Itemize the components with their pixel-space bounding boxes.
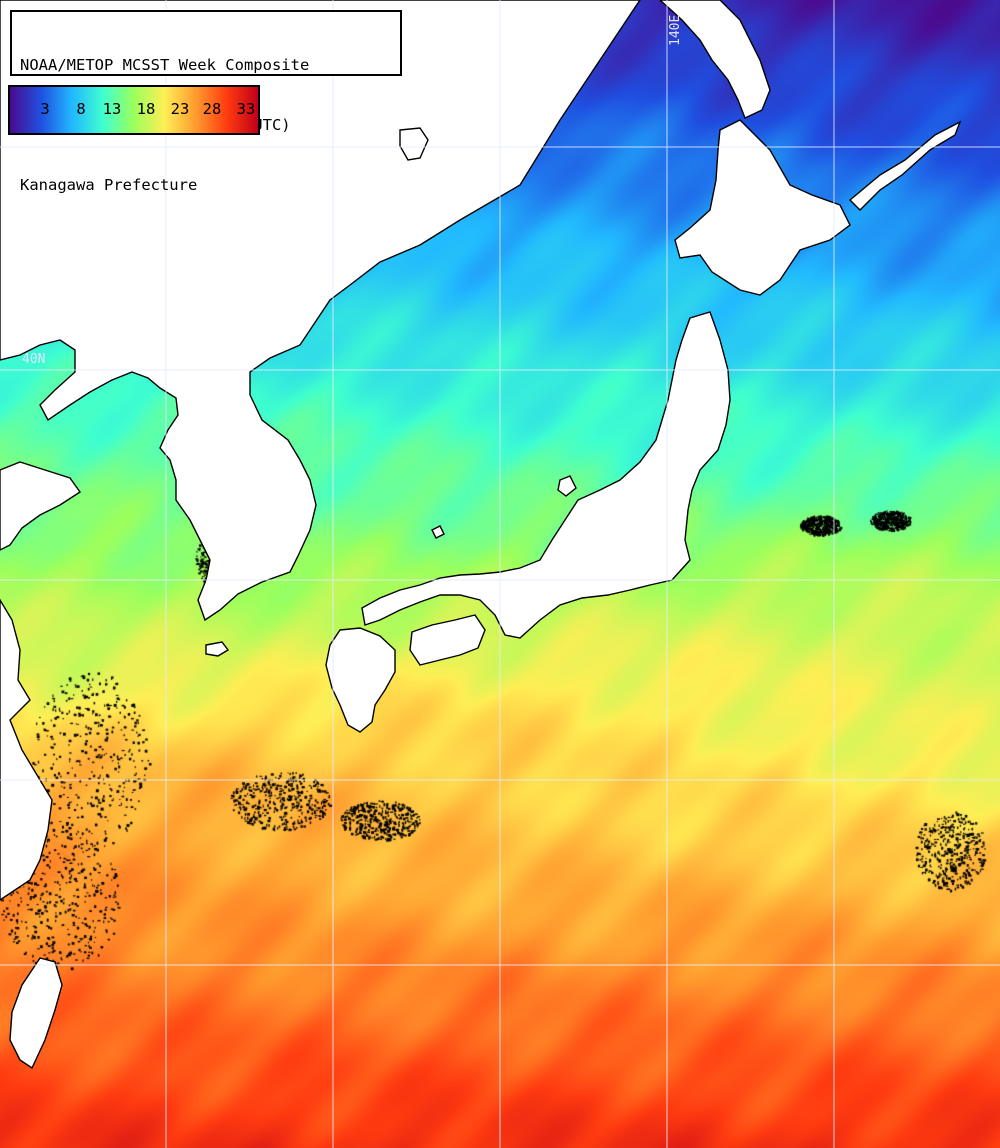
land-honshu <box>361 311 731 639</box>
land-rebun <box>399 127 429 161</box>
land-oki <box>431 525 445 539</box>
land-jeju <box>205 641 230 657</box>
title-line-product: NOAA/METOP MCSST Week Composite <box>20 56 310 74</box>
land-kurils <box>848 120 962 211</box>
land-hokkaido <box>674 119 851 296</box>
latitude-label: 40N <box>22 352 46 367</box>
land-kyushu <box>325 627 396 733</box>
land-sakhalin <box>658 0 771 119</box>
colorbar-tick-label: 18 <box>136 100 156 118</box>
land-china-south <box>0 598 53 901</box>
colorbar-tick-label: 8 <box>76 100 86 118</box>
land-taiwan <box>9 957 63 1070</box>
colorbar-tick-label: 23 <box>170 100 190 118</box>
colorbar-tick-label: 13 <box>102 100 122 118</box>
map-title-box: NOAA/METOP MCSST Week Composite 2025/04/… <box>10 10 402 194</box>
land-korea-manchuria <box>0 0 641 622</box>
colorbar-tick-label: 33 <box>236 100 256 118</box>
land-sado <box>557 475 577 497</box>
longitude-label: 140E <box>668 14 683 46</box>
colorbar-labels: 3 8 13 18 23 28 33 <box>8 85 260 135</box>
title-line-region: Kanagawa Prefecture <box>20 176 198 194</box>
land-layer <box>0 0 962 1070</box>
land-shikoku <box>409 614 486 666</box>
colorbar-tick-label: 3 <box>40 100 50 118</box>
colorbar-tick-label: 28 <box>202 100 222 118</box>
land-china <box>0 461 81 551</box>
temperature-colorbar <box>8 85 260 135</box>
